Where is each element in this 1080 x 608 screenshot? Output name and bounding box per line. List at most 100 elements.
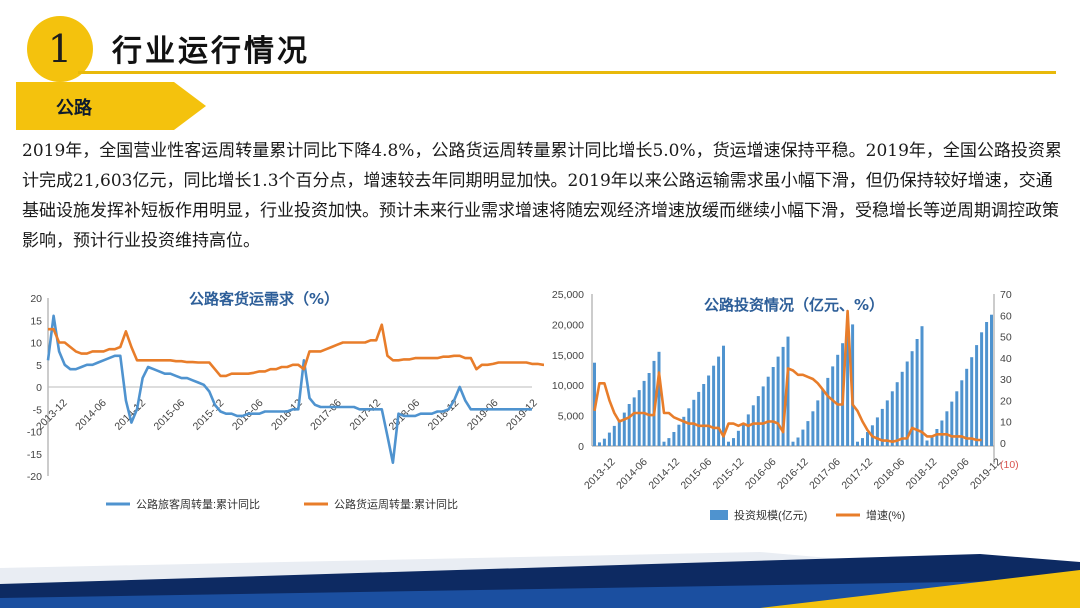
chart2-title: 公路投资情况（亿元、%） [704,296,884,314]
growth-rate-line [593,309,982,443]
investment-bar [880,408,884,446]
chart2-x-tick: 2017-12 [839,456,875,492]
chart1-x-tick: 2019-12 [504,397,540,433]
investment-bar [677,424,681,446]
investment-bar [866,432,869,446]
investment-bar [632,397,636,446]
investment-bar [672,432,676,446]
investment-bar [856,441,859,446]
investment-bar [741,422,745,446]
chart2-left-tick: 5,000 [558,411,584,423]
investment-bar [727,441,730,446]
investment-chart: 公路投资情况（亿元、%） 25,000 20,000 15,000 10,000 5,0… [552,289,1019,522]
chart2-x-tick: 2017-06 [807,456,843,492]
investment-bar [796,437,800,446]
investment-bar [707,375,711,446]
investment-bar [925,440,929,446]
chart1-y-tick: 0 [36,382,42,394]
chart1-title: 公路客货运需求（%） [189,290,339,308]
investment-bar [950,401,954,446]
investment-bar [667,438,671,446]
chart1-x-tick: 2015-06 [152,397,188,433]
investment-bar [771,367,775,446]
investment-bar [861,438,864,446]
chart2-left-tick: 15,000 [552,350,584,362]
chart2-right-tick: 10 [1000,417,1012,429]
investment-bar [682,416,686,446]
investment-bar [980,332,984,446]
investment-bar [647,373,651,446]
chart2-x-tick: 2014-12 [646,456,682,492]
investment-bar [652,360,656,446]
investment-bar [965,368,969,446]
chart2-x-tick: 2018-06 [872,456,908,492]
investment-bar [687,408,691,446]
investment-bar [821,389,825,446]
chart2-x-tick: 2013-12 [582,456,618,492]
chart2-x-tick: 2016-12 [775,456,811,492]
investment-bar [985,322,989,446]
title-divider [78,71,1056,74]
chart2-x-tick: 2018-12 [904,456,940,492]
investment-bar [910,351,914,446]
investment-bar [637,390,641,446]
body-paragraph: 2019年，全国营业性客运周转量累计同比下降4.8%，公路货运周转量累计同比增长… [22,141,1062,251]
investment-bar [806,421,810,446]
investment-bar [657,351,661,446]
investment-bar [905,361,909,446]
investment-bar [836,354,840,446]
chart2-legend-swatch-bar [710,510,728,520]
investment-bar [751,405,755,446]
chart1-y-tick: 20 [30,293,42,305]
investment-bar [900,371,904,446]
chart2-right-tick: 50 [1000,332,1012,344]
investment-bar [960,380,964,446]
investment-bar [920,326,924,446]
investment-bar [732,438,735,446]
chart1-y-tick: -20 [27,471,42,483]
chart2-right-tick: 0 [1000,438,1006,450]
chart1-x-tick: 2017-12 [347,397,383,433]
page-title: 行业运行情况 [112,34,310,69]
investment-bar [702,384,706,446]
chart1-legend-label: 公路旅客周转量:累计同比 [136,497,260,511]
passenger-series-line [46,314,532,464]
chart1-legend-label: 公路货运周转量:累计同比 [334,497,458,511]
chart2-x-tick: 2015-12 [711,456,747,492]
chart2-left-tick: 0 [578,441,584,453]
chart2-right-tick: 60 [1000,310,1012,322]
investment-bar [975,345,979,446]
chart2-left-tick: 10,000 [552,380,584,392]
section-number: 1 [47,27,73,71]
chart1-x-tick: 2014-06 [73,397,109,433]
chart2-right-tick: (10) [1000,459,1019,471]
investment-bar [766,376,770,446]
investment-bar [955,391,959,446]
chart1-y-tick: 5 [36,360,42,372]
freight-series-line [48,323,544,378]
investment-bar [756,396,760,446]
investment-bar [811,411,815,446]
investment-bar [875,417,879,446]
investment-bar [717,356,721,446]
investment-bar [746,414,750,446]
investment-bar [781,346,785,446]
investment-bar [816,400,820,446]
chart2-right-tick: 40 [1000,353,1012,365]
chart1-x-tick: 2019-06 [465,397,501,433]
chart2-x-tick: 2016-06 [743,456,779,492]
investment-bar [895,382,899,446]
investment-bar [801,429,805,446]
chart2-left-tick: 25,000 [552,289,584,301]
chart2-right-tick: 70 [1000,289,1012,301]
investment-bar [712,365,716,446]
investment-bar [607,432,611,446]
chart2-legend-label: 投资规模(亿元) [734,508,807,522]
investment-bar [697,391,701,446]
chart2-legend-label: 增速(%) [866,508,905,522]
investment-bar [935,429,939,446]
investment-bar [627,404,631,446]
investment-bar [617,419,621,446]
investment-bar [598,442,601,446]
chart2-x-tick: 2014-06 [614,456,650,492]
